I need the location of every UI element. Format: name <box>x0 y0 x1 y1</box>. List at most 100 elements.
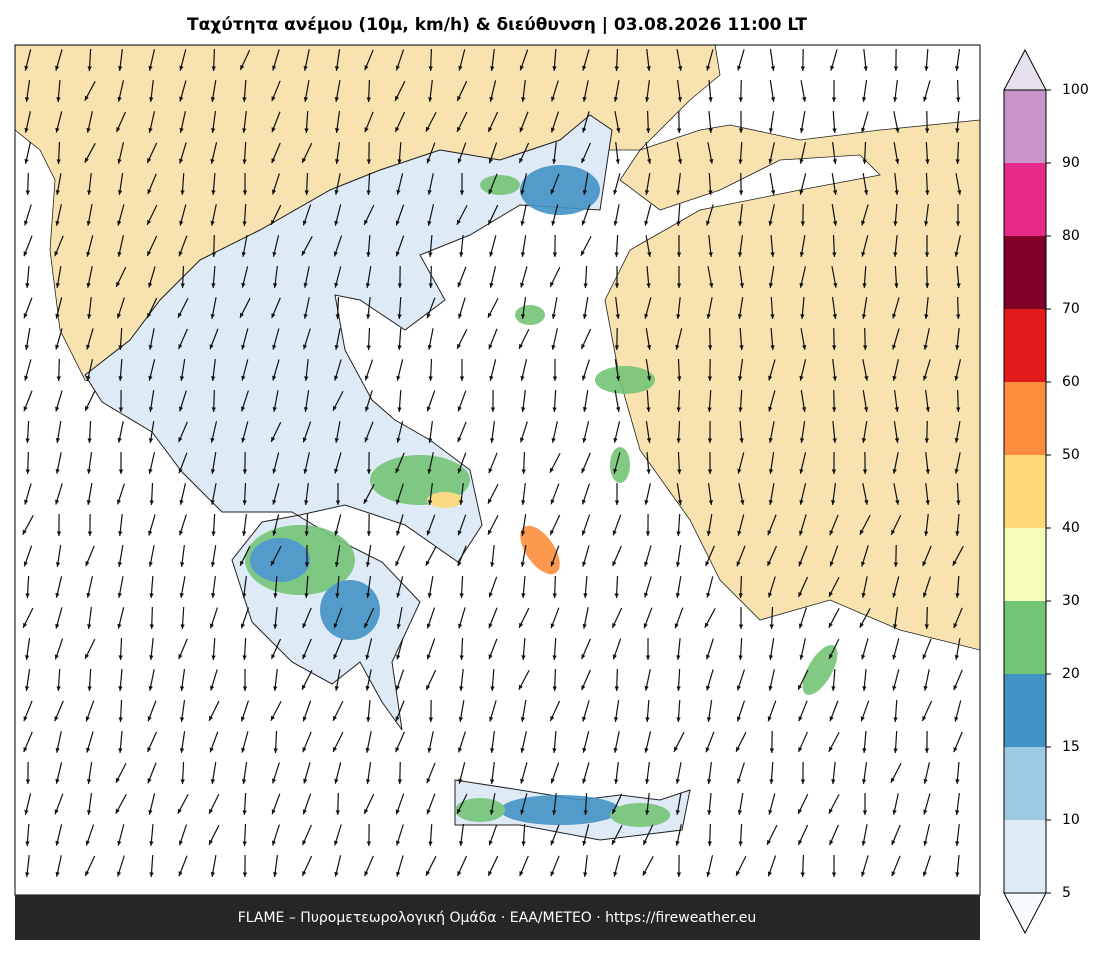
wind-arrow-head <box>770 314 775 319</box>
wind-arrow-head <box>428 500 433 505</box>
wind-arrow-head <box>116 281 121 287</box>
wind-arrow-head <box>241 375 246 381</box>
wind-arrow-head <box>521 407 526 412</box>
wind-arrow-head <box>550 189 555 195</box>
wind-arrow-head <box>395 65 400 71</box>
wind-arrow-head <box>892 344 897 350</box>
wind-arrow-head <box>829 653 834 659</box>
wind-arrow-head <box>676 717 681 722</box>
wind-arrow-head <box>922 871 928 877</box>
wind-arrow-head <box>365 283 371 288</box>
wind-arrow-head <box>149 655 154 660</box>
wind-arrow-head <box>24 499 29 505</box>
wind-arrow-head <box>677 469 682 474</box>
wind-arrow-head <box>707 438 713 443</box>
wind-arrow-head <box>550 127 556 133</box>
wind-arrow-head <box>366 531 372 536</box>
wind-arrow-head <box>487 498 492 504</box>
wind-arrow-head <box>583 593 588 598</box>
wind-arrow-head <box>647 158 652 164</box>
wind-arrow-head <box>397 345 402 350</box>
wind-arrow-head <box>893 221 898 226</box>
wind-arrow-head <box>117 251 122 257</box>
wind-arrow-head <box>366 717 371 722</box>
wind-arrow-head <box>736 561 741 567</box>
wind-arrow-head <box>768 685 773 691</box>
wind-arrow-head <box>55 499 60 505</box>
wind-arrow-head <box>925 283 930 288</box>
wind-arrow-head <box>366 345 371 350</box>
wind-arrow-head <box>86 344 91 350</box>
wind-arrow-head <box>273 283 278 288</box>
wind-arrow-head <box>800 314 805 319</box>
wind-arrow-head <box>55 190 60 195</box>
wind-arrow-head <box>25 469 30 474</box>
wind-arrow-head <box>892 624 898 629</box>
wind-arrow-head <box>676 438 681 443</box>
wind-arrow-head <box>55 127 60 133</box>
wind-arrow-head <box>25 593 30 598</box>
wind-arrow-head <box>738 624 744 629</box>
wind-arrow-head <box>117 220 122 226</box>
wind-arrow-head <box>582 716 587 722</box>
wind-arrow-head <box>550 778 555 784</box>
wind-arrow-head <box>272 530 277 536</box>
wind-arrow-head <box>768 406 773 412</box>
wind-arrow-head <box>148 65 153 71</box>
wind-arrow-head <box>148 375 153 381</box>
wind-arrow-head <box>210 872 216 877</box>
wind-arrow-head <box>675 562 681 567</box>
wind-arrow-head <box>179 717 185 722</box>
wind-arrow-head <box>241 251 246 257</box>
wind-arrow-head <box>953 623 958 629</box>
wind-arrow-head <box>55 283 61 288</box>
wind-arrow-head <box>459 686 464 691</box>
colorbar-bin <box>1004 309 1046 382</box>
wind-arrow-head <box>644 592 649 598</box>
wind-arrow-head <box>521 97 526 102</box>
wind-arrow-head <box>924 624 929 629</box>
wind-arrow-head <box>521 841 526 846</box>
wind-arrow-head <box>646 438 652 443</box>
wind-arrow-head <box>674 746 678 752</box>
wind-arrow-head <box>304 128 309 133</box>
wind-arrow-head <box>86 500 92 505</box>
wind-arrow-head <box>705 654 711 660</box>
wind-arrow-head <box>178 654 183 660</box>
wind-arrow-head <box>614 283 620 288</box>
wind-arrow-head <box>736 746 741 752</box>
wind-arrow-head <box>613 97 618 102</box>
wind-arrow-head <box>768 809 773 815</box>
wind-arrow-head <box>211 66 216 71</box>
wind-arrow-head <box>520 189 525 195</box>
wind-arrow-head <box>210 779 216 784</box>
wind-arrow-head <box>333 251 338 257</box>
wind-arrow-head <box>55 623 60 629</box>
wind-arrow-head <box>550 840 555 846</box>
colorbar-tick-label: 70 <box>1062 301 1080 317</box>
wind-arrow-head <box>801 97 807 102</box>
wind-arrow-head <box>56 159 61 164</box>
wind-arrow-head <box>831 779 836 784</box>
colorbar-bin <box>1004 163 1046 236</box>
wind-arrow-head <box>923 685 928 691</box>
wind-arrow-head <box>180 562 185 567</box>
wind-arrow-head <box>740 499 745 505</box>
wind-arrow-head <box>334 189 339 195</box>
wind-arrow-head <box>304 593 309 598</box>
wind-arrow-head <box>956 407 961 412</box>
wind-arrow-head <box>241 437 246 443</box>
wind-arrow-head <box>737 314 743 319</box>
wind-arrow-head <box>582 127 587 133</box>
wind-arrow-head <box>458 717 464 722</box>
wind-arrow-head <box>863 407 869 412</box>
patch <box>802 645 838 695</box>
wind-arrow-head <box>457 808 462 814</box>
wind-arrow-head <box>954 716 959 722</box>
wind-arrow-head <box>861 561 866 567</box>
wind-arrow-head <box>798 592 803 598</box>
wind-arrow-head <box>863 66 868 71</box>
colorbar-bin <box>1004 455 1046 528</box>
wind-arrow-head <box>832 438 837 443</box>
wind-arrow-head <box>459 593 464 598</box>
